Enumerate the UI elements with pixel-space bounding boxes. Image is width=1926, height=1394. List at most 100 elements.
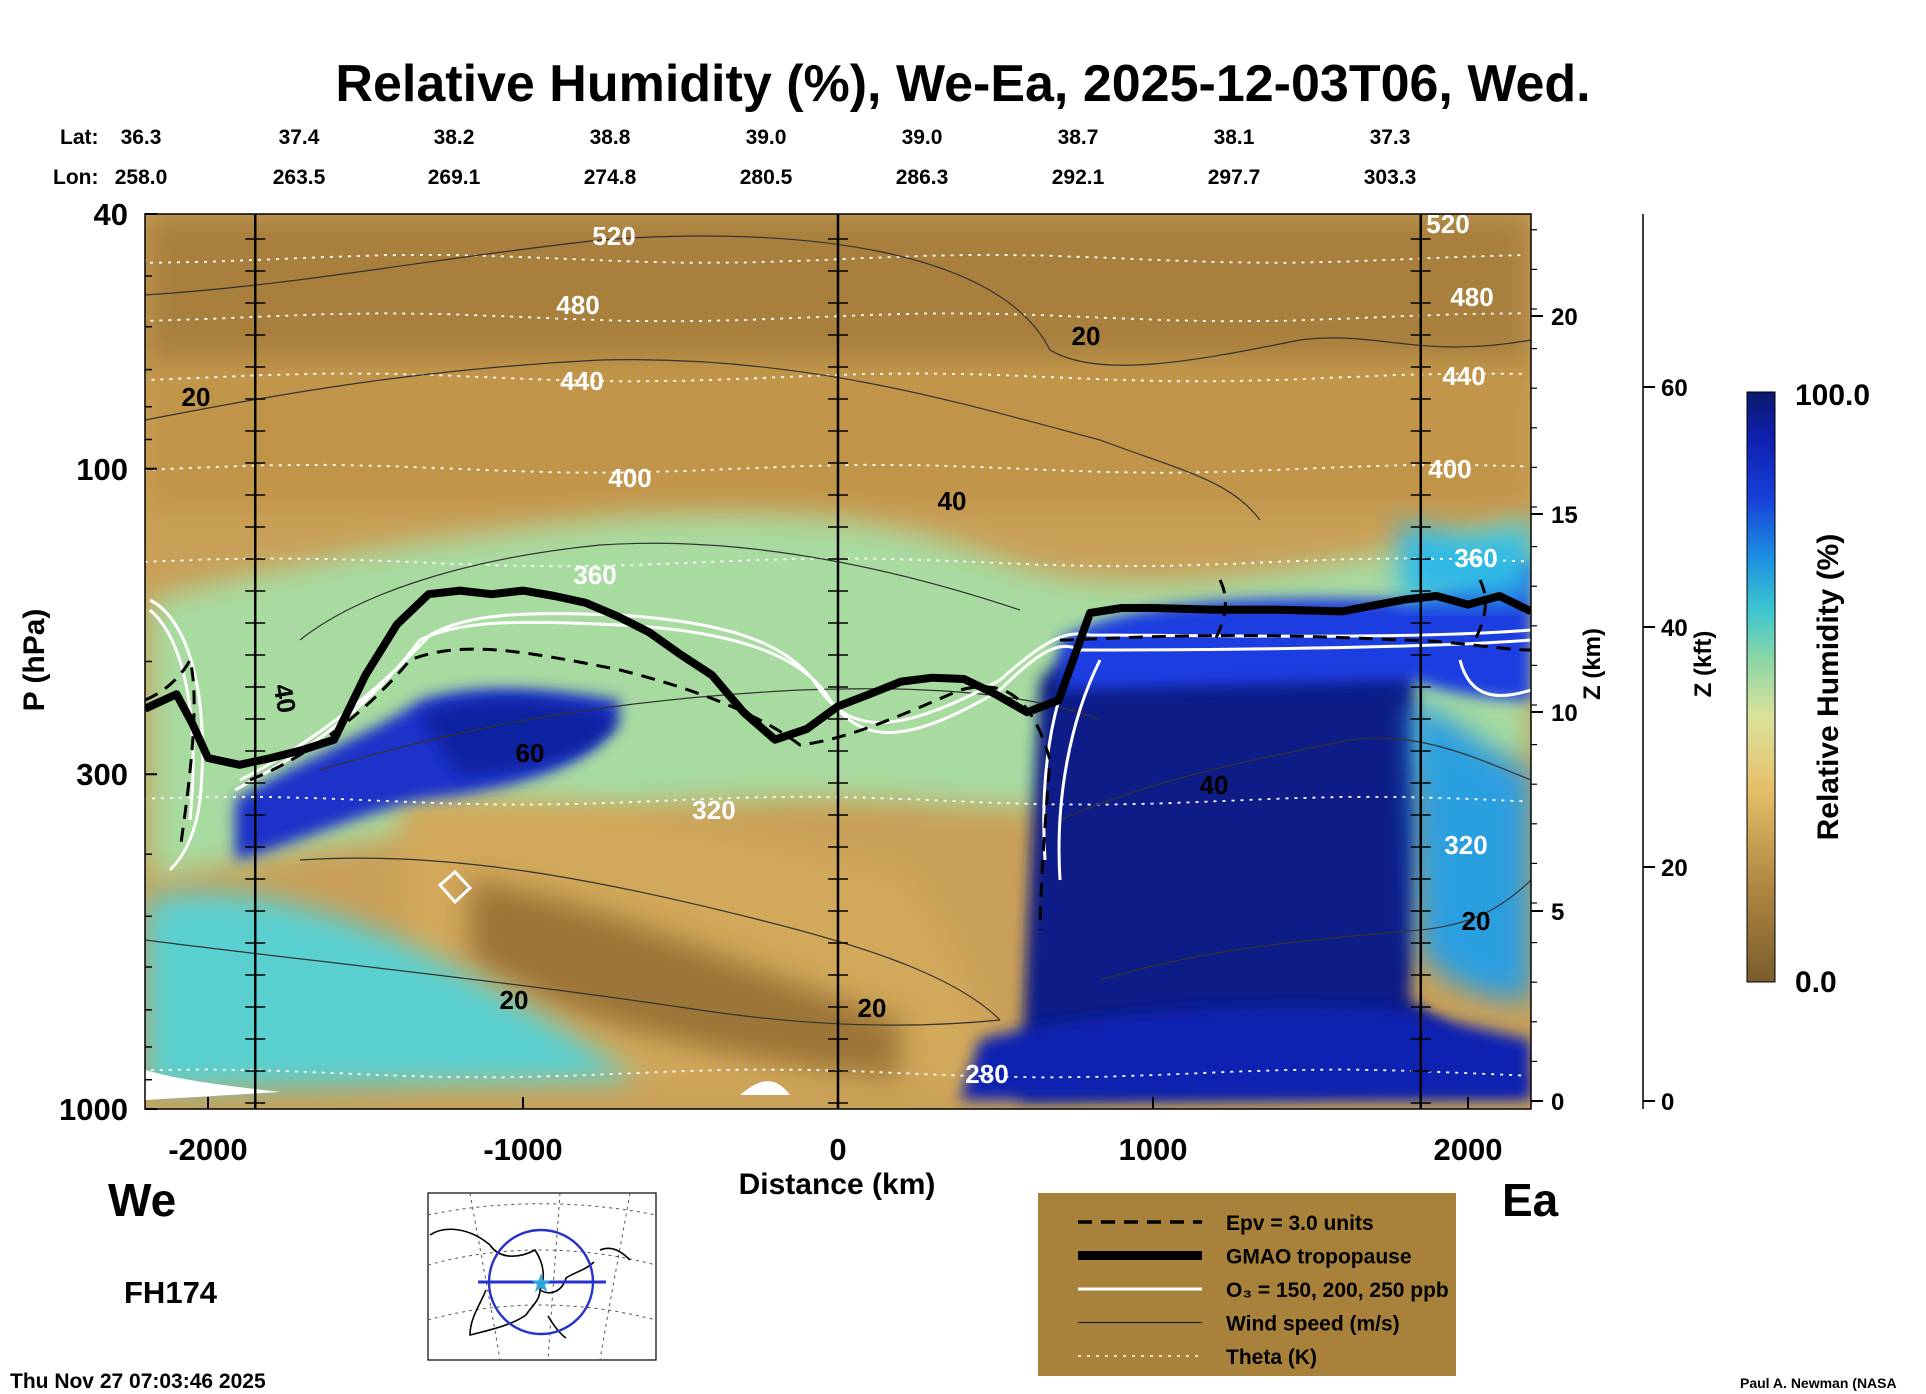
- z-km-label: Z (km): [1579, 628, 1606, 700]
- lon-value: 292.1: [1052, 166, 1105, 189]
- lon-value: 274.8: [584, 166, 637, 189]
- wind-contour-5: [299, 857, 1001, 1021]
- wind-label-10: 40: [268, 682, 303, 716]
- rh-cyan-east-edge: [1400, 520, 1531, 600]
- theta-label-480: 480: [556, 290, 599, 320]
- theta-contour-480: [145, 312, 1526, 323]
- legend-items: Epv = 3.0 units GMAO tropopause O₃ = 150, …: [1078, 1212, 1449, 1369]
- z-kft-label: Z (kft): [1690, 631, 1717, 698]
- rh-blue-west-core: [420, 700, 620, 775]
- plot-area: 520 480 440 400 360 320 280 520 480 440 …: [145, 209, 1531, 1109]
- wind-label-4: 40: [938, 486, 967, 516]
- theta-label-280: 280: [965, 1059, 1008, 1089]
- lat-values: 36.3 37.4 38.2 38.8 39.0 39.0 38.7 38.1 37.3: [121, 126, 1411, 149]
- legend: Epv = 3.0 units GMAO tropopause O₃ = 150, …: [1038, 1193, 1456, 1376]
- wind-contour-8: [1099, 879, 1531, 981]
- lon-value: 286.3: [896, 166, 949, 189]
- theta-label-320-east: 320: [1444, 830, 1487, 860]
- wind-label-1: 20: [182, 382, 211, 412]
- legend-label: Theta (K): [1226, 1346, 1317, 1369]
- colorbar: 100.0 0.0 Relative Humidity (%): [1746, 379, 1870, 999]
- y-tick-label: 100: [76, 452, 128, 487]
- z-km-tick-label: 10: [1551, 700, 1578, 727]
- theta-contours: [145, 253, 1526, 1079]
- z-kft-tick-label: 40: [1661, 615, 1688, 642]
- colorbar-min: 0.0: [1795, 966, 1837, 999]
- rh-blue-surface-east: [960, 1007, 1531, 1100]
- inset-map-coastline: [429, 1228, 631, 1339]
- epv-contour-west: [145, 647, 1052, 931]
- lon-value: 263.5: [273, 166, 326, 189]
- distance-axis: -2000 -1000 0 1000 2000: [168, 1097, 1502, 1167]
- theta-label-440: 440: [560, 366, 603, 396]
- lat-value: 38.7: [1058, 126, 1099, 149]
- lat-value: 38.1: [1214, 126, 1255, 149]
- vertical-markers: [245, 214, 1431, 1109]
- lat-value: 37.3: [1370, 126, 1411, 149]
- y-tick-label: 1000: [59, 1092, 128, 1127]
- theta-contour-520: [145, 253, 1526, 264]
- wind-contour-2: [145, 359, 1261, 521]
- y-axis-label: P (hPa): [18, 609, 51, 712]
- z-km-axis: 0 5 10 15 20: [1531, 229, 1578, 1116]
- legend-label: O₃ = 150, 200, 250 ppb: [1226, 1279, 1449, 1302]
- credit: Paul A. Newman (NASA: [1740, 1375, 1897, 1391]
- x-tick-label: -2000: [168, 1132, 247, 1167]
- legend-label: Wind speed (m/s): [1226, 1313, 1400, 1336]
- wind-contour-4: [319, 688, 1101, 771]
- theta-label-400: 400: [608, 463, 651, 493]
- wind-contour-7: [1059, 737, 1531, 821]
- lon-values: 258.0 263.5 269.1 274.8 280.5 286.3 292.1 297.7…: [115, 166, 1417, 189]
- z-km-tick-label: 0: [1551, 1089, 1564, 1116]
- chart-title: Relative Humidity (%), We-Ea, 2025-12-03…: [335, 55, 1590, 113]
- theta-label-520: 520: [592, 221, 635, 251]
- theta-label-360: 360: [573, 560, 616, 590]
- theta-label-320: 320: [692, 795, 735, 825]
- rh-blue-east-top: [1060, 560, 1531, 700]
- tropopause-line: [145, 586, 1531, 769]
- lat-value: 39.0: [746, 126, 787, 149]
- theta-label-520-east: 520: [1426, 209, 1469, 239]
- z-km-tick-label: 20: [1551, 304, 1578, 331]
- theta-contour-360: [145, 557, 1526, 568]
- wind-contour-3: [299, 542, 1021, 641]
- theta-label-440-east: 440: [1442, 361, 1485, 391]
- wind-label-2: 20: [1072, 321, 1101, 351]
- x-tick-label: 1000: [1119, 1132, 1188, 1167]
- lon-value: 269.1: [428, 166, 481, 189]
- wind-label-7: 20: [500, 985, 529, 1015]
- lat-label: Lat:: [60, 126, 99, 149]
- pressure-axis: 40 100 300 1000: [59, 197, 157, 1127]
- theta-label-360-east: 360: [1454, 543, 1497, 573]
- x-tick-label: -1000: [483, 1132, 562, 1167]
- west-label: We: [108, 1174, 176, 1226]
- wind-labels: 20 20 20 40 60 40 20 20 20 40: [182, 321, 1491, 1023]
- theta-contour-440: [145, 372, 1526, 383]
- colorbar-gradient: [1746, 391, 1776, 983]
- lon-value: 258.0: [115, 166, 168, 189]
- theta-label-480-east: 480: [1450, 282, 1493, 312]
- theta-contour-280: [145, 1068, 1526, 1079]
- forecast-hour: FH174: [124, 1275, 218, 1310]
- lon-value: 280.5: [740, 166, 793, 189]
- theta-contour-400: [145, 463, 1526, 474]
- theta-labels: 520 480 440 400 360 320 280 520 480 440 …: [556, 209, 1497, 1089]
- rh-cyan-surface-west: [145, 892, 640, 1090]
- rh-brown-low: [470, 880, 900, 1080]
- x-tick-label: 0: [829, 1132, 846, 1167]
- theta-contour-320: [145, 795, 1526, 806]
- wind-label-8: 20: [858, 993, 887, 1023]
- lon-value: 303.3: [1364, 166, 1417, 189]
- x-tick-label: 2000: [1434, 1132, 1503, 1167]
- wind-contour-1: [145, 235, 1531, 366]
- y-tick-label: 300: [76, 757, 128, 792]
- theta-label-400-east: 400: [1428, 454, 1471, 484]
- wind-contour-6: [145, 939, 1001, 1026]
- below-ground-mask-2: [740, 1081, 790, 1095]
- lat-value: 39.0: [902, 126, 943, 149]
- legend-label: GMAO tropopause: [1226, 1246, 1412, 1269]
- timestamp: Thu Nov 27 07:03:46 2025: [10, 1370, 266, 1393]
- z-kft-axis: 0 20 40 60: [1643, 375, 1688, 1116]
- lat-value: 37.4: [279, 126, 320, 149]
